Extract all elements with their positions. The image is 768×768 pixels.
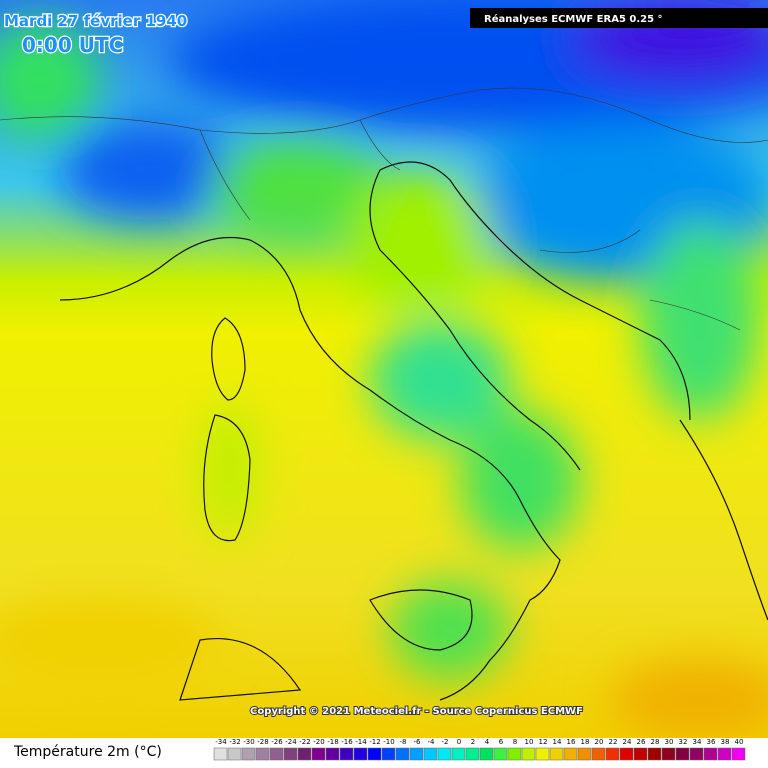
legend-swatch [633, 747, 648, 761]
legend-swatch [367, 747, 382, 761]
legend-swatch [451, 747, 466, 761]
legend-value: -14 [355, 738, 367, 746]
legend-value: -32 [229, 738, 240, 746]
legend-value: 0 [457, 738, 461, 746]
legend-swatch [311, 747, 326, 761]
legend-swatch [521, 747, 536, 761]
coastlines [59, 161, 768, 701]
legend-value: 28 [651, 738, 660, 746]
legend-value: 6 [499, 738, 504, 746]
legend-value: -16 [341, 738, 353, 746]
legend-value: -8 [400, 738, 407, 746]
legend-swatch [465, 747, 480, 761]
legend-value: -24 [285, 738, 297, 746]
legend-value: 12 [539, 738, 548, 746]
legend-value: -18 [327, 738, 338, 746]
legend-swatch [717, 747, 732, 761]
borders [0, 87, 768, 331]
legend-value: -2 [442, 738, 449, 746]
legend-value: -20 [313, 738, 324, 746]
legend-value: 26 [637, 738, 646, 746]
legend-swatch [535, 747, 550, 761]
legend-value: 2 [471, 738, 475, 746]
source-label: Réanalyses ECMWF ERA5 0.25 ° [484, 13, 663, 25]
legend-value: 18 [581, 738, 590, 746]
legend-swatch [437, 747, 452, 761]
legend-swatch [269, 747, 284, 761]
legend-swatch [703, 747, 718, 761]
legend-swatch [283, 747, 298, 761]
legend-swatch [605, 747, 620, 761]
source-box [470, 8, 768, 28]
legend-swatch [255, 747, 270, 761]
legend-swatch [563, 747, 578, 761]
legend-value: -30 [243, 738, 254, 746]
legend-value: -4 [428, 738, 436, 746]
legend-value: 24 [623, 738, 632, 746]
temperature-field [0, 0, 768, 740]
legend-swatch [339, 747, 354, 761]
legend-value: 10 [525, 738, 534, 746]
legend-swatch [493, 747, 508, 761]
legend-value: 4 [485, 738, 490, 746]
legend-value: 32 [679, 738, 688, 746]
copyright: Copyright © 2021 Meteociel.fr - Source C… [250, 706, 583, 717]
legend-swatch [213, 747, 228, 761]
legend-swatch [479, 747, 494, 761]
legend-value: 20 [595, 738, 604, 746]
legend-value: 30 [665, 738, 674, 746]
color-scale: -34 -32 -30 -28 -26 -24 -22 -20 -18 -16 -14 -12 -10-… [213, 738, 746, 761]
legend-swatch [549, 747, 564, 761]
legend-value: -10 [383, 738, 394, 746]
legend-title: Température 2m (°C) [13, 744, 162, 760]
legend-value: -26 [271, 738, 283, 746]
legend-swatch [381, 747, 396, 761]
legend-value: -22 [299, 738, 310, 746]
legend-value: -12 [369, 738, 380, 746]
legend-value: 22 [609, 738, 618, 746]
legend-swatch [507, 747, 522, 761]
legend-value: -6 [414, 738, 422, 746]
legend-swatch [297, 747, 312, 761]
legend-swatch [423, 747, 438, 761]
legend-value: -28 [257, 738, 268, 746]
legend-swatch [577, 747, 592, 761]
legend-swatch [227, 747, 242, 761]
legend-swatch [689, 747, 704, 761]
legend-swatch [241, 747, 256, 761]
legend-value: 40 [735, 738, 744, 746]
date-label: Mardi 27 février 1940 [4, 12, 187, 30]
legend-swatch [353, 747, 368, 761]
legend-value: -34 [215, 738, 227, 746]
legend-value: 14 [553, 738, 562, 746]
legend-swatch [325, 747, 340, 761]
legend-swatch [409, 747, 424, 761]
legend-value: 34 [693, 738, 702, 746]
legend-swatch [395, 747, 410, 761]
legend-swatch [675, 747, 690, 761]
legend-swatch [619, 747, 634, 761]
legend-swatch [661, 747, 676, 761]
legend-value: 16 [567, 738, 576, 746]
legend-swatch [731, 747, 746, 761]
legend-value: 38 [721, 738, 730, 746]
legend-swatch [647, 747, 662, 761]
legend-swatch [591, 747, 606, 761]
time-label: 0:00 UTC [22, 33, 123, 57]
legend-value: 8 [513, 738, 517, 746]
legend-value: 36 [707, 738, 716, 746]
